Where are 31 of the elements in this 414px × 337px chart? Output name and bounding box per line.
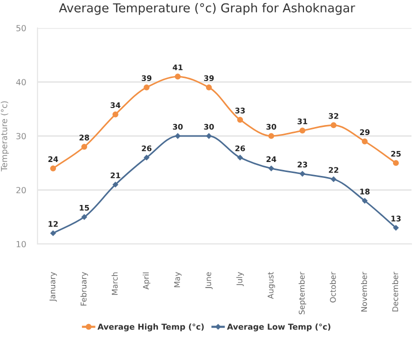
y-tick-label: 30 <box>16 132 26 140</box>
point <box>330 176 337 182</box>
point <box>330 122 336 128</box>
point <box>237 154 244 161</box>
point <box>268 165 274 172</box>
point <box>300 128 306 134</box>
legend-label: Average High Temp (°c) <box>98 324 204 332</box>
y-tick-label: 40 <box>16 78 26 86</box>
chart-title: Average Temperature (°c) Graph for Ashoknagar <box>58 3 356 15</box>
point <box>392 224 399 231</box>
point <box>144 154 150 161</box>
point <box>393 160 399 166</box>
point <box>50 165 56 172</box>
point <box>362 138 368 144</box>
y-tick-label: 20 <box>16 186 26 194</box>
point <box>112 111 118 118</box>
point <box>81 214 88 220</box>
legend-label: Average Low Temp (°c) <box>227 324 330 332</box>
point <box>81 144 88 150</box>
point <box>144 84 150 90</box>
point <box>299 170 306 177</box>
point <box>112 182 118 188</box>
point <box>206 84 212 90</box>
point <box>237 116 243 123</box>
point <box>50 230 56 236</box>
y-tick-label: 10 <box>16 240 26 248</box>
y-axis-title: Temperature (°c) <box>0 101 9 172</box>
point <box>174 133 181 139</box>
y-tick-label: 50 <box>16 24 26 32</box>
point <box>268 133 274 139</box>
point <box>174 74 181 80</box>
